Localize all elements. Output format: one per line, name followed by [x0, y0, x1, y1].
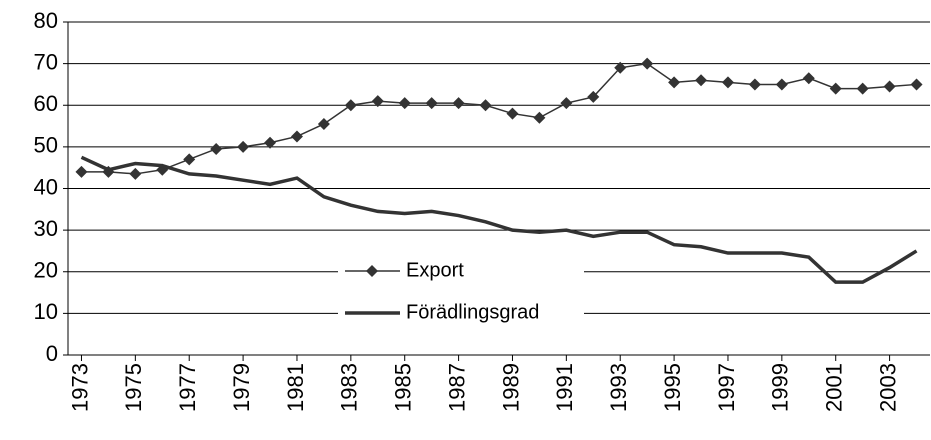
legend-label: Förädlingsgrad — [406, 301, 539, 323]
x-tick-label: 1977 — [175, 363, 200, 412]
x-tick-label: 1995 — [660, 363, 685, 412]
marker — [668, 76, 681, 89]
y-tick-label: 50 — [34, 133, 58, 158]
legend-marker — [366, 265, 378, 277]
x-tick-label: 1981 — [283, 363, 308, 412]
x-tick-label: 1993 — [606, 363, 631, 412]
y-tick-label: 60 — [34, 91, 58, 116]
marker — [75, 165, 88, 178]
marker — [883, 80, 896, 93]
marker — [802, 72, 815, 85]
marker — [856, 82, 869, 95]
y-tick-label: 40 — [34, 174, 58, 199]
marker — [775, 78, 788, 91]
x-tick-label: 1985 — [391, 363, 416, 412]
legend-label: Export — [406, 259, 464, 281]
marker — [290, 130, 303, 143]
marker — [129, 167, 142, 180]
marker — [533, 111, 546, 124]
marker — [237, 140, 250, 153]
marker — [317, 117, 330, 130]
x-tick-label: 1983 — [337, 363, 362, 412]
marker — [641, 57, 654, 70]
legend: Export Förädlingsgrad — [338, 252, 584, 330]
marker — [183, 153, 196, 166]
x-tick-label: 1973 — [67, 363, 92, 412]
marker — [210, 142, 223, 155]
x-tick-label: 2001 — [822, 363, 847, 412]
marker — [506, 107, 519, 120]
legend-box — [338, 252, 584, 330]
y-tick-label: 10 — [34, 299, 58, 324]
y-tick-label: 20 — [34, 258, 58, 283]
marker — [614, 61, 627, 74]
y-tick-label: 80 — [34, 8, 58, 33]
marker — [829, 82, 842, 95]
x-tick-label: 1997 — [714, 363, 739, 412]
marker — [479, 99, 492, 112]
series-line — [80, 155, 918, 284]
y-tick-label: 0 — [46, 341, 58, 366]
marker — [398, 97, 411, 110]
marker — [371, 95, 384, 108]
marker — [452, 97, 465, 110]
marker — [560, 97, 573, 110]
marker — [910, 78, 923, 91]
y-tick-label: 30 — [34, 216, 58, 241]
marker — [748, 78, 761, 91]
x-tick-label: 1991 — [552, 363, 577, 412]
x-tick-label: 1987 — [444, 363, 469, 412]
marker — [264, 136, 277, 149]
x-tick-label: 1975 — [121, 363, 146, 412]
marker — [344, 99, 357, 112]
x-tick-label: 1979 — [229, 363, 254, 412]
marker — [721, 76, 734, 89]
y-tick-label: 70 — [34, 49, 58, 74]
x-tick-label: 2003 — [875, 363, 900, 412]
marker — [587, 90, 600, 103]
marker — [695, 74, 708, 87]
x-tick-label: 1989 — [498, 363, 523, 412]
marker — [425, 97, 438, 110]
series-line — [81, 62, 917, 175]
x-tick-label: 1999 — [768, 363, 793, 412]
